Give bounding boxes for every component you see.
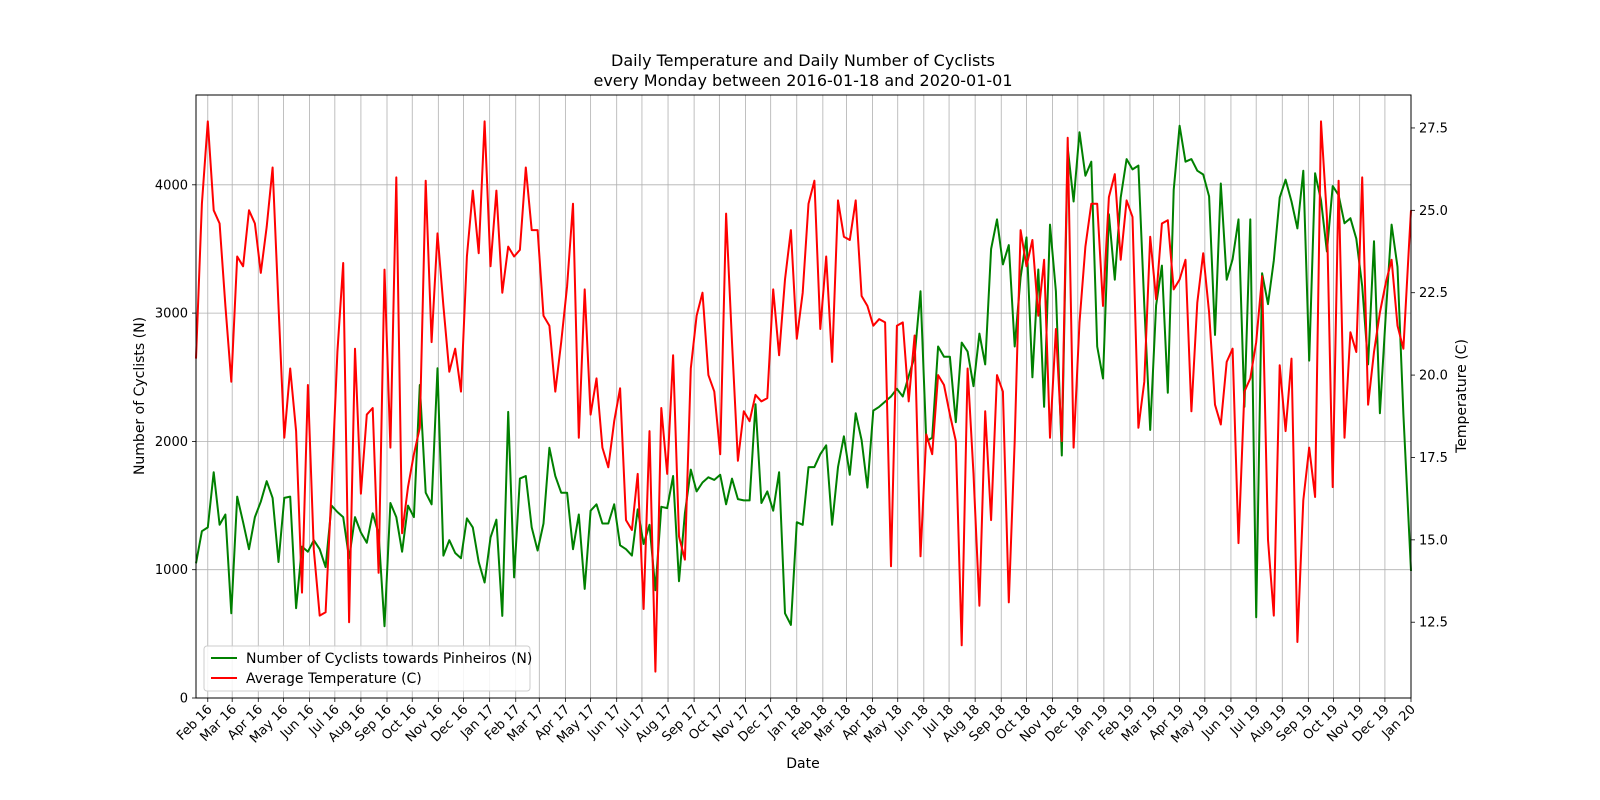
left-tick-label: 2000 [155, 435, 188, 450]
series-line-1 [195, 120, 1412, 673]
left-tick-label: 0 [180, 692, 188, 707]
left-tick-label: 3000 [155, 307, 188, 322]
right-tick-label: 12.5 [1419, 616, 1448, 631]
right-tick-label: 22.5 [1419, 286, 1448, 301]
right-tick-label: 15.0 [1419, 533, 1448, 548]
right-tick-label: 17.5 [1419, 451, 1448, 466]
right-tick-label: 27.5 [1419, 121, 1448, 136]
left-tick-label: 1000 [155, 563, 188, 578]
legend-label-cyclists: Number of Cyclists towards Pinheiros (N) [246, 651, 532, 667]
data-lines [195, 120, 1412, 673]
chart-title-line1: Daily Temperature and Daily Number of Cy… [611, 51, 995, 70]
right-axis-title: Temperature (C) [1454, 339, 1470, 454]
left-tick-label: 4000 [155, 178, 188, 193]
legend-label-temperature: Average Temperature (C) [246, 671, 422, 687]
right-tick-label: 25.0 [1419, 204, 1448, 219]
legend-box [203, 645, 531, 692]
series-line-0 [195, 124, 1412, 628]
legend: Number of Cyclists towards Pinheiros (N)… [203, 645, 532, 692]
x-axis-title: Date [786, 756, 819, 772]
left-axis: 0 1000 2000 3000 4000 [155, 178, 196, 707]
left-axis-title: Number of Cyclists (N) [132, 317, 148, 475]
chart-title-line2: every Monday between 2016-01-18 and 2020… [593, 71, 1012, 90]
right-axis: 12.5 15.0 17.5 20.0 22.5 25.0 27.5 [1411, 121, 1448, 631]
right-tick-label: 20.0 [1419, 369, 1448, 384]
plot-frame [195, 94, 1412, 699]
